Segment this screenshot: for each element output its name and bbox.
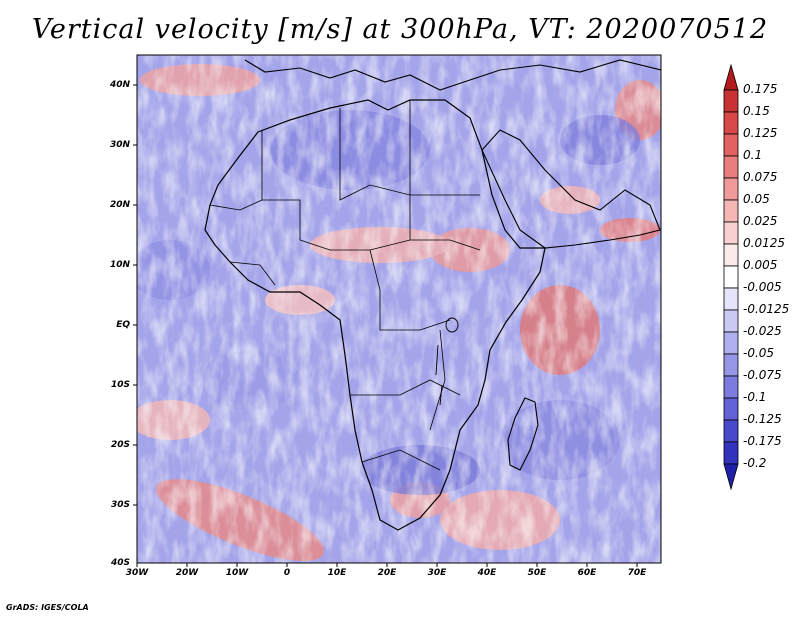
arabia-outline bbox=[481, 129, 661, 249]
lat-label: 10S bbox=[110, 380, 130, 390]
lat-label: 30N bbox=[109, 140, 130, 150]
colorbar-swatch bbox=[723, 441, 739, 465]
colorbar-swatch bbox=[723, 89, 739, 113]
lon-label: 10W bbox=[225, 568, 249, 578]
colorbar-label: 0.15 bbox=[743, 104, 770, 118]
plot-frame bbox=[136, 54, 662, 564]
colorbar-label: -0.075 bbox=[743, 368, 782, 382]
colorbar-label: -0.125 bbox=[743, 412, 782, 426]
colorbar-swatch bbox=[723, 221, 739, 245]
lat-label: 30S bbox=[110, 500, 130, 510]
colorbar-swatch bbox=[723, 133, 739, 157]
colorbar-label: 0.025 bbox=[743, 214, 778, 228]
lat-label: 20N bbox=[109, 200, 130, 210]
colorbar-label: 0.175 bbox=[743, 82, 778, 96]
lat-label: 20S bbox=[110, 440, 130, 450]
colorbar-swatch bbox=[723, 155, 739, 179]
lon-label: 40E bbox=[477, 568, 497, 578]
lon-label: 30E bbox=[427, 568, 447, 578]
colorbar-swatch bbox=[723, 375, 739, 399]
lon-label: 30W bbox=[125, 568, 149, 578]
credit-text: GrADS: IGES/COLA bbox=[6, 603, 89, 612]
colorbar-swatch bbox=[723, 265, 739, 289]
lon-label: 20W bbox=[175, 568, 199, 578]
colorbar-swatch bbox=[723, 199, 739, 223]
europe-coastline bbox=[244, 59, 661, 91]
lat-label: 10N bbox=[109, 260, 130, 270]
field-texture bbox=[137, 55, 661, 563]
colorbar-swatch bbox=[723, 331, 739, 355]
country-borders bbox=[209, 100, 481, 471]
colorbar-label: -0.1 bbox=[743, 390, 767, 404]
colorbar-label: -0.025 bbox=[743, 324, 782, 338]
lon-label: 20E bbox=[377, 568, 397, 578]
colorbar-label: 0.1 bbox=[743, 148, 763, 162]
colorbar-label: -0.05 bbox=[743, 346, 775, 360]
colorbar-swatch bbox=[723, 353, 739, 377]
lat-label: 40N bbox=[109, 80, 130, 90]
lon-label: 0 bbox=[283, 568, 291, 578]
colorbar-swatch bbox=[723, 177, 739, 201]
axis-ticks bbox=[133, 84, 638, 567]
colorbar-label: 0.0125 bbox=[743, 236, 785, 250]
colorbar-top-arrow bbox=[723, 63, 739, 91]
colorbar-label: 0.005 bbox=[743, 258, 778, 272]
colorbar-bottom-arrow bbox=[723, 463, 739, 491]
africa-coastline bbox=[204, 99, 546, 531]
lon-label: 60E bbox=[577, 568, 597, 578]
colorbar-label: -0.005 bbox=[743, 280, 782, 294]
lat-label: EQ bbox=[116, 320, 130, 330]
map-title: Vertical velocity [m/s] at 300hPa, VT: 2… bbox=[31, 14, 769, 45]
colorbar-label: 0.05 bbox=[743, 192, 770, 206]
lat-label: 40S bbox=[110, 558, 130, 568]
colorbar-swatch bbox=[723, 111, 739, 135]
colorbar-label: 0.125 bbox=[743, 126, 778, 140]
colorbar-label: 0.075 bbox=[743, 170, 778, 184]
colorbar-label: -0.0125 bbox=[743, 302, 790, 316]
velocity-field bbox=[137, 55, 661, 563]
colorbar-swatch bbox=[723, 287, 739, 311]
colorbar bbox=[723, 63, 739, 491]
colorbar-label: -0.2 bbox=[743, 456, 767, 470]
colorbar-swatch bbox=[723, 419, 739, 443]
lon-label: 10E bbox=[327, 568, 347, 578]
colorbar-swatch bbox=[723, 397, 739, 421]
madagascar-outline bbox=[507, 397, 539, 471]
great-lakes bbox=[435, 317, 459, 406]
lon-label: 50E bbox=[527, 568, 547, 578]
lon-label: 70E bbox=[627, 568, 647, 578]
colorbar-swatch bbox=[723, 243, 739, 267]
colorbar-label: -0.175 bbox=[743, 434, 782, 448]
colorbar-swatch bbox=[723, 309, 739, 333]
